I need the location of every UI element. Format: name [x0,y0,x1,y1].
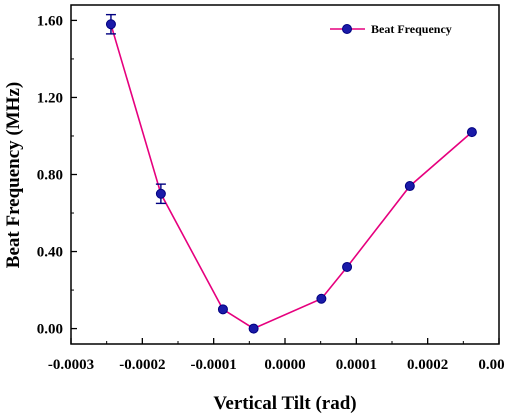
legend-label: Beat Frequency [371,22,452,36]
data-point [404,181,415,192]
x-tick-label: -0.0001 [191,357,237,373]
x-axis-title: Vertical Tilt (rad) [213,393,356,414]
x-tick-label: 0.0000 [264,357,305,373]
y-tick-label: 1.60 [37,13,63,29]
y-axis: 0.00 0.40 0.80 1.20 1.60 [37,13,77,338]
data-point [466,127,477,138]
x-tick-label: -0.0003 [48,357,94,373]
legend-marker-swatch [342,24,352,34]
x-tick-label: -0.0002 [119,357,165,373]
legend: Beat Frequency [330,22,452,36]
y-tick-label: 0.80 [37,168,63,184]
x-tick-label: 0.0001 [336,357,377,373]
data-point [155,188,166,199]
series-line [110,24,473,330]
x-tick-label: 0.0003 [478,357,505,373]
plot-frame [70,4,500,345]
y-tick-label: 1.20 [37,90,63,106]
x-axis: -0.0003 -0.0002 -0.0001 0.0000 0.0001 0.0002 0… [48,338,505,373]
data-point [342,261,353,272]
y-axis-title: Beat Frequency (MHz) [3,82,24,268]
data-point [105,19,116,30]
data-point [217,304,228,315]
data-point [248,323,259,334]
y-tick-label: 0.00 [37,322,63,338]
y-tick-label: 0.40 [37,245,63,261]
x-tick-label: 0.0002 [407,357,448,373]
data-point [316,293,327,304]
series-layer [105,13,477,334]
